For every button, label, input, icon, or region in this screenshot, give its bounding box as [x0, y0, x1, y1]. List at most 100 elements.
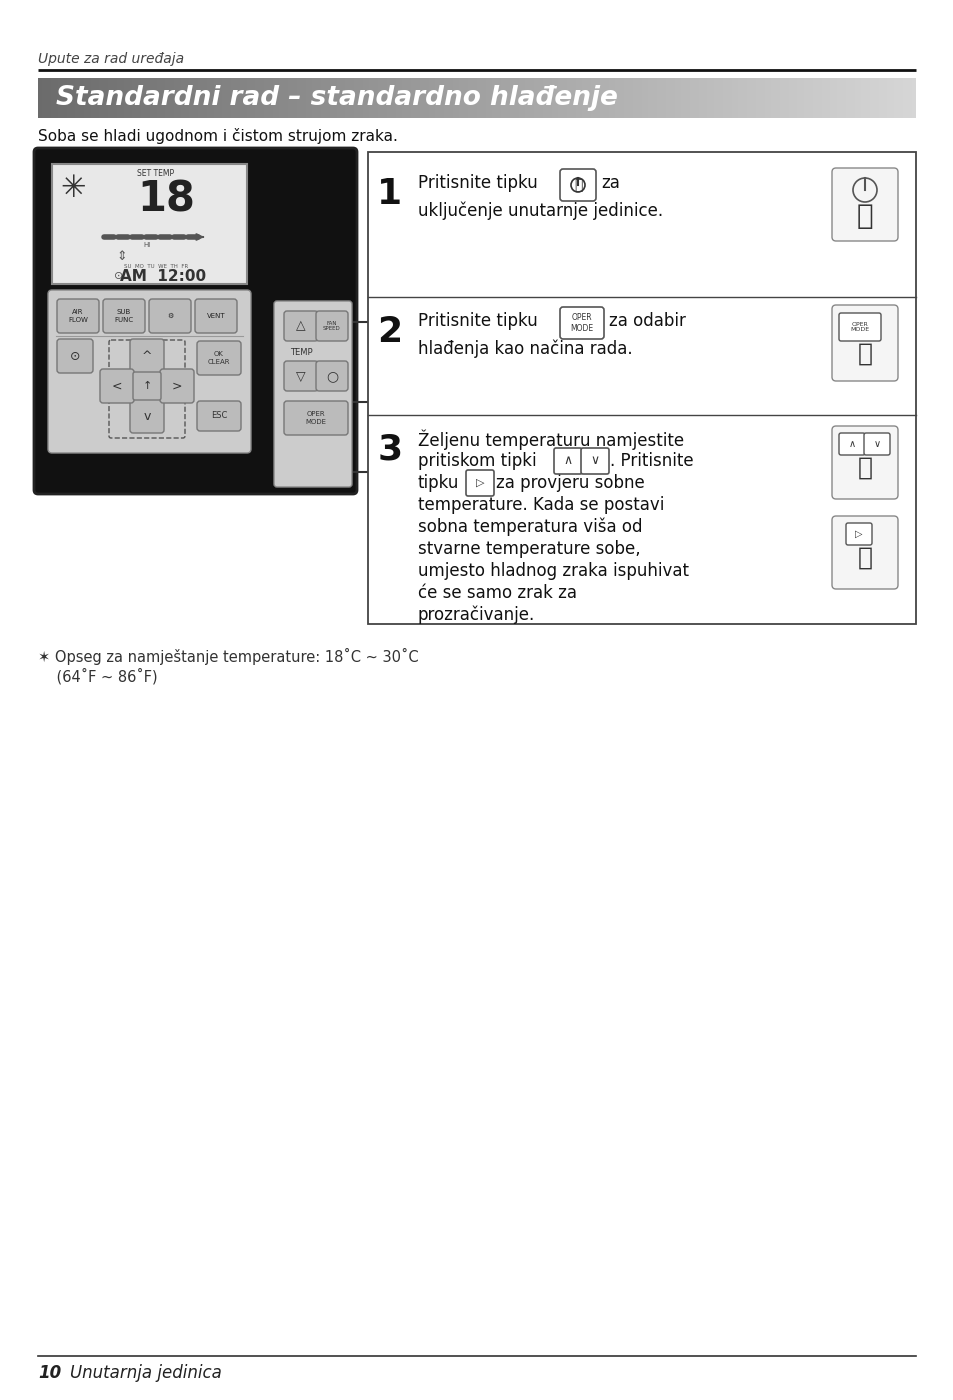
- Polygon shape: [827, 78, 829, 118]
- Polygon shape: [340, 78, 343, 118]
- Polygon shape: [744, 78, 746, 118]
- Text: prozračivanje.: prozračivanje.: [417, 606, 535, 624]
- Polygon shape: [375, 78, 377, 118]
- Polygon shape: [117, 78, 119, 118]
- Text: ∧: ∧: [563, 455, 572, 468]
- Polygon shape: [411, 78, 413, 118]
- Polygon shape: [854, 78, 856, 118]
- Polygon shape: [394, 78, 395, 118]
- Polygon shape: [141, 78, 143, 118]
- Polygon shape: [780, 78, 781, 118]
- Polygon shape: [437, 78, 439, 118]
- Polygon shape: [404, 78, 406, 118]
- Text: v: v: [143, 409, 151, 423]
- Polygon shape: [193, 78, 195, 118]
- Text: Pritisnite tipku: Pritisnite tipku: [417, 312, 537, 330]
- Polygon shape: [617, 78, 619, 118]
- FancyBboxPatch shape: [34, 148, 356, 494]
- Polygon shape: [209, 78, 212, 118]
- Polygon shape: [227, 78, 229, 118]
- FancyBboxPatch shape: [838, 314, 880, 342]
- Polygon shape: [598, 78, 599, 118]
- Polygon shape: [795, 78, 797, 118]
- Polygon shape: [569, 78, 571, 118]
- Polygon shape: [40, 78, 42, 118]
- FancyBboxPatch shape: [580, 448, 608, 475]
- Polygon shape: [183, 78, 185, 118]
- Polygon shape: [488, 78, 490, 118]
- Text: ⚙: ⚙: [167, 314, 172, 319]
- Polygon shape: [299, 78, 301, 118]
- FancyBboxPatch shape: [845, 524, 871, 545]
- Polygon shape: [770, 78, 773, 118]
- Polygon shape: [465, 78, 468, 118]
- Polygon shape: [257, 78, 259, 118]
- Polygon shape: [249, 78, 251, 118]
- Polygon shape: [268, 78, 271, 118]
- Text: FAN
SPEED: FAN SPEED: [323, 321, 340, 332]
- Polygon shape: [417, 78, 419, 118]
- Polygon shape: [805, 78, 807, 118]
- Text: ∨: ∨: [590, 455, 598, 468]
- Polygon shape: [132, 78, 134, 118]
- Polygon shape: [507, 78, 510, 118]
- Polygon shape: [49, 78, 51, 118]
- Polygon shape: [435, 78, 437, 118]
- FancyBboxPatch shape: [559, 169, 596, 202]
- Text: OPER
MODE: OPER MODE: [305, 412, 326, 424]
- Polygon shape: [463, 78, 465, 118]
- Polygon shape: [884, 78, 886, 118]
- Polygon shape: [797, 78, 799, 118]
- Polygon shape: [314, 78, 316, 118]
- Polygon shape: [231, 78, 233, 118]
- Polygon shape: [849, 78, 851, 118]
- Polygon shape: [522, 78, 525, 118]
- Polygon shape: [735, 78, 738, 118]
- Polygon shape: [516, 78, 518, 118]
- Polygon shape: [229, 78, 231, 118]
- Polygon shape: [102, 78, 104, 118]
- Polygon shape: [871, 78, 873, 118]
- Text: HI: HI: [143, 242, 151, 248]
- Polygon shape: [823, 78, 825, 118]
- Polygon shape: [303, 78, 306, 118]
- Polygon shape: [284, 78, 286, 118]
- Polygon shape: [514, 78, 516, 118]
- Polygon shape: [130, 78, 132, 118]
- Polygon shape: [615, 78, 617, 118]
- Polygon shape: [198, 78, 200, 118]
- Polygon shape: [713, 78, 716, 118]
- Polygon shape: [97, 78, 99, 118]
- Polygon shape: [222, 78, 224, 118]
- Polygon shape: [654, 78, 657, 118]
- Polygon shape: [700, 78, 702, 118]
- Polygon shape: [244, 78, 246, 118]
- Polygon shape: [154, 78, 156, 118]
- Polygon shape: [143, 78, 146, 118]
- Text: SUB
FUNC: SUB FUNC: [114, 309, 133, 322]
- Polygon shape: [777, 78, 780, 118]
- Polygon shape: [518, 78, 520, 118]
- Polygon shape: [308, 78, 310, 118]
- Polygon shape: [352, 78, 354, 118]
- Polygon shape: [610, 78, 613, 118]
- Text: za provjeru sobne: za provjeru sobne: [496, 475, 644, 491]
- Polygon shape: [266, 78, 268, 118]
- Bar: [368, 153, 915, 624]
- Text: ^: ^: [142, 350, 152, 363]
- Polygon shape: [58, 78, 60, 118]
- FancyBboxPatch shape: [831, 426, 897, 498]
- Text: ⊙: ⊙: [70, 350, 80, 363]
- Polygon shape: [126, 78, 128, 118]
- Polygon shape: [53, 78, 55, 118]
- Polygon shape: [591, 78, 593, 118]
- Polygon shape: [490, 78, 492, 118]
- Polygon shape: [119, 78, 121, 118]
- Polygon shape: [318, 78, 321, 118]
- Polygon shape: [233, 78, 235, 118]
- Polygon shape: [382, 78, 384, 118]
- Polygon shape: [47, 78, 49, 118]
- Polygon shape: [601, 78, 603, 118]
- Polygon shape: [253, 78, 255, 118]
- Polygon shape: [156, 78, 158, 118]
